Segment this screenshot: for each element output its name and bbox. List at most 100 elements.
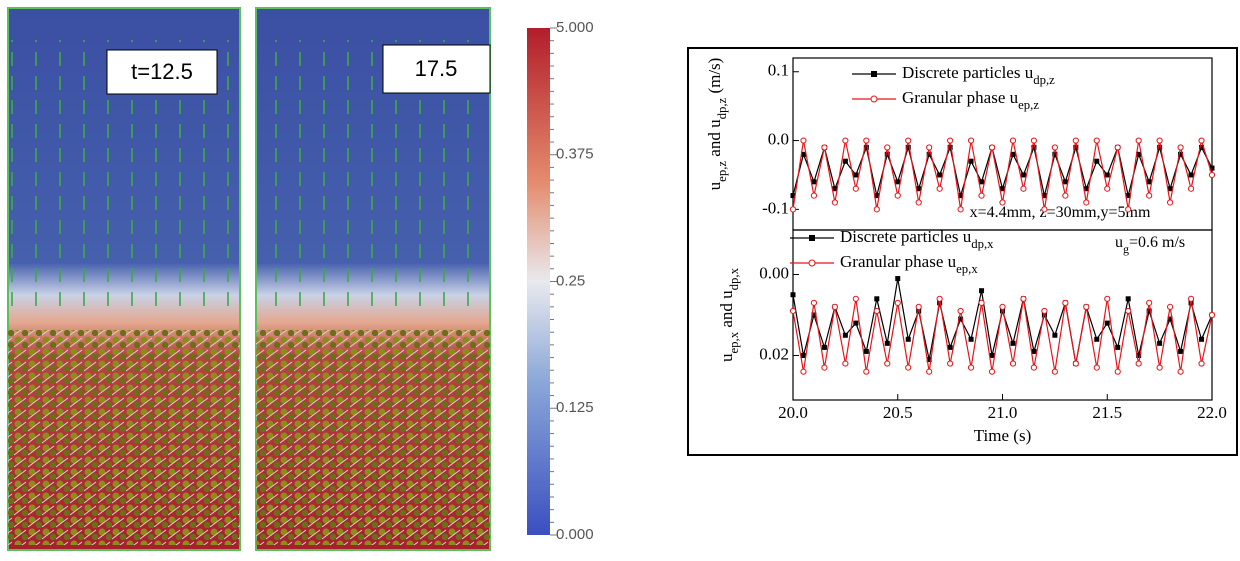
marker: [1178, 348, 1184, 354]
marker: [947, 344, 953, 350]
marker: [915, 199, 922, 206]
marker: [852, 295, 859, 302]
marker: [842, 360, 849, 367]
marker: [831, 303, 839, 311]
marker: [1020, 172, 1026, 178]
legend-name: Discrete particles u: [902, 63, 1034, 82]
marker: [1115, 344, 1121, 350]
marker: [1146, 308, 1152, 314]
marker: [1052, 332, 1058, 338]
y-tick-label: 0.1: [768, 61, 789, 80]
marker: [905, 137, 912, 144]
y-tick-label: -0.1: [762, 198, 789, 217]
marker: [1167, 199, 1174, 206]
marker: [874, 193, 880, 199]
marker: [790, 193, 796, 199]
marker: [863, 368, 870, 375]
marker: [1030, 364, 1038, 371]
text-part: u: [705, 181, 724, 190]
marker: [905, 336, 911, 342]
marker: [895, 179, 901, 185]
marker: [863, 137, 870, 144]
marker: [957, 307, 964, 315]
colorbar-tick-label: 0.375: [556, 146, 594, 163]
marker: [789, 307, 797, 315]
text-part: ep,x: [727, 331, 741, 353]
simulation-panel: 17.5: [255, 7, 491, 551]
legend-label: Granular phase uep,z: [902, 88, 1039, 112]
text-part: x=4.4mm, z=30mm,y=5mm: [970, 204, 1151, 221]
legend-subscript: dp,x: [971, 237, 994, 251]
marker: [1178, 151, 1184, 157]
marker: [884, 360, 891, 367]
marker: [1156, 137, 1163, 144]
legend-marker: [871, 71, 877, 77]
marker: [1208, 311, 1216, 319]
marker: [800, 368, 807, 375]
marker: [1177, 368, 1184, 375]
marker: [1041, 307, 1048, 315]
marker: [811, 179, 817, 185]
marker: [936, 185, 943, 192]
marker: [1020, 295, 1027, 302]
marker: [1156, 364, 1163, 371]
marker: [1083, 199, 1090, 206]
marker: [999, 303, 1006, 311]
annotation: x=4.4mm, z=30mm,y=5mm: [970, 204, 1151, 221]
legend-label: Granular phase uep,x: [840, 252, 978, 276]
marker: [937, 172, 943, 178]
marker: [831, 199, 839, 206]
legend-name: Granular phase u: [840, 252, 957, 271]
marker: [895, 276, 901, 282]
x-tick-label: 21.0: [988, 403, 1018, 422]
legend-name: Discrete particles u: [840, 227, 972, 246]
marker: [884, 340, 890, 346]
marker: [1104, 172, 1110, 178]
marker: [1041, 206, 1048, 213]
marker: [800, 137, 807, 144]
marker: [916, 308, 922, 314]
marker: [1010, 151, 1016, 157]
marker: [958, 316, 964, 322]
marker: [1188, 172, 1194, 178]
text-part: and u: [717, 290, 736, 332]
marker: [1094, 336, 1100, 342]
colorbar-tick-label: 0.000: [556, 526, 594, 543]
marker: [1125, 296, 1131, 302]
marker: [790, 292, 796, 298]
marker: [821, 144, 828, 151]
marker: [1114, 144, 1121, 151]
marker: [1136, 352, 1142, 358]
marker: [1041, 193, 1047, 199]
marker: [873, 206, 880, 213]
marker: [1125, 206, 1132, 213]
text-part: and u: [705, 119, 724, 161]
marker: [958, 193, 964, 199]
marker: [1009, 360, 1017, 367]
marker: [894, 299, 901, 306]
marker: [1157, 144, 1163, 150]
legend-marker: [808, 259, 816, 267]
marker: [926, 357, 932, 363]
marker: [1052, 151, 1058, 157]
marker: [842, 332, 848, 338]
marker: [926, 151, 932, 157]
marker: [915, 303, 922, 311]
marker: [988, 144, 996, 151]
marker: [947, 137, 954, 144]
legend-marker: [809, 235, 815, 241]
marker: [957, 206, 964, 213]
text-part: g: [1123, 242, 1129, 256]
marker: [936, 295, 943, 302]
text-part: (m/s): [705, 58, 724, 98]
marker: [1146, 299, 1153, 306]
marker: [842, 137, 849, 144]
y-axis-label: uep,x and udp,x: [717, 267, 741, 362]
marker: [1198, 360, 1205, 367]
marker: [1104, 295, 1111, 302]
marker: [1073, 144, 1079, 150]
marker: [1062, 299, 1069, 306]
marker: [1167, 316, 1173, 322]
legend-name: Granular phase u: [902, 88, 1019, 107]
